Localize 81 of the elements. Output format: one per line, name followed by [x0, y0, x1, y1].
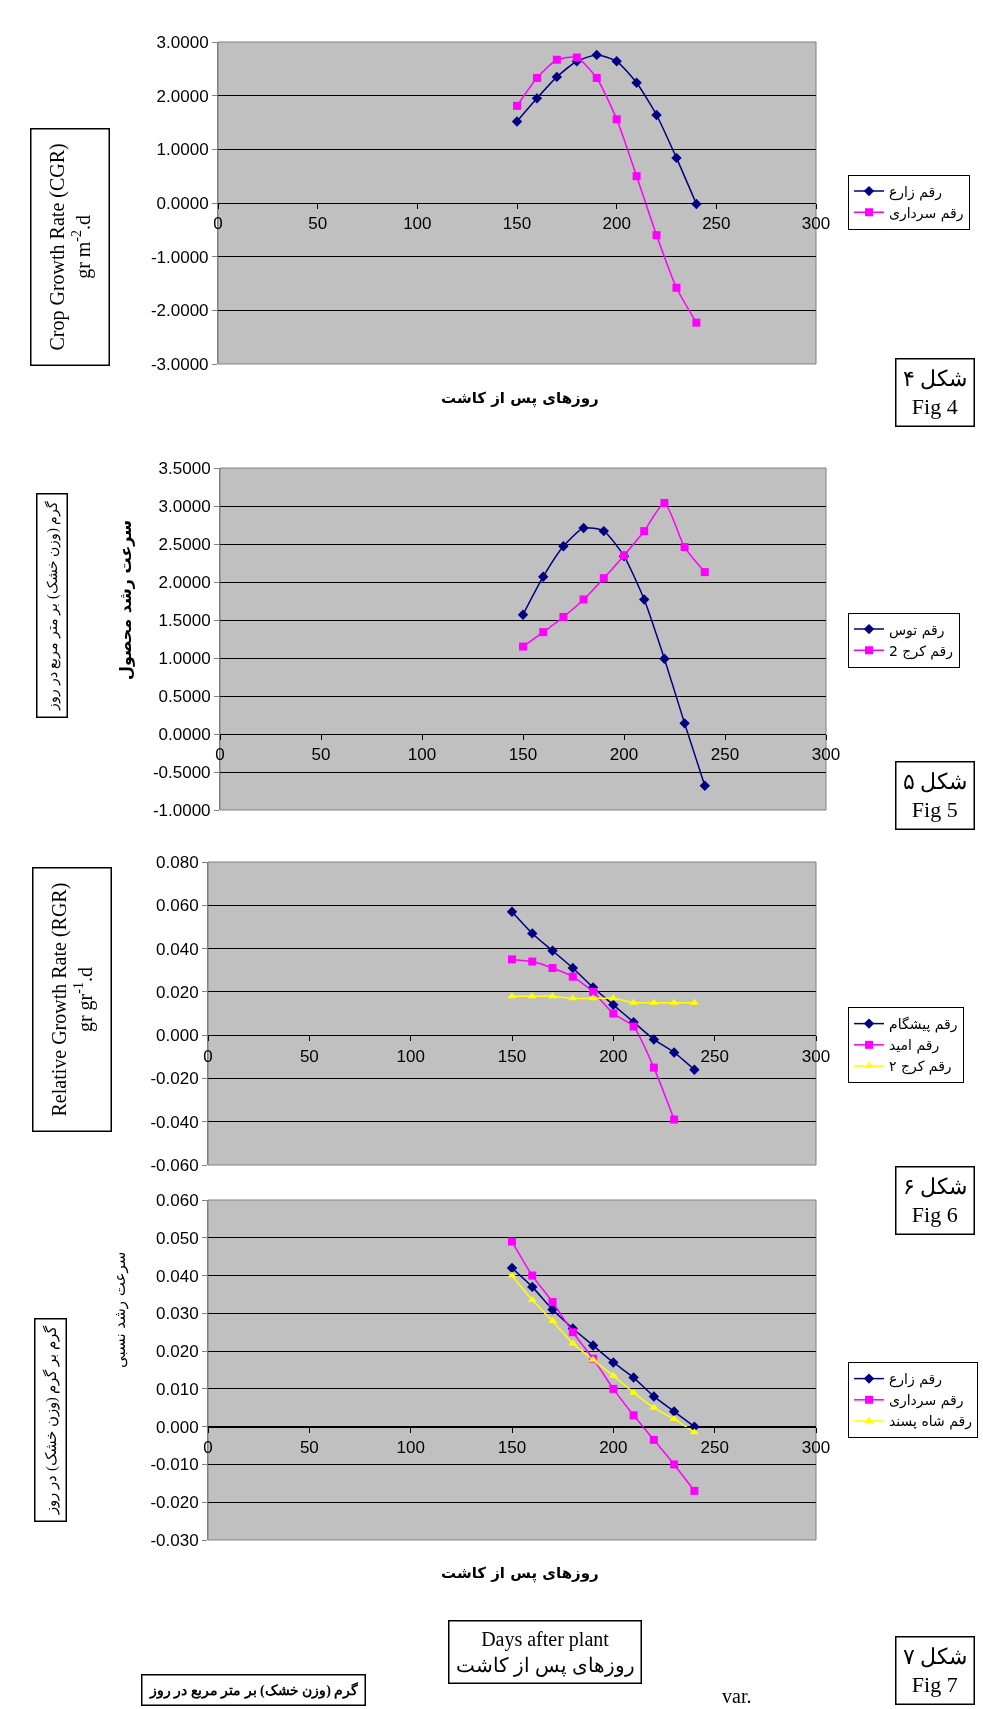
x-tick-label: 250 [700, 1438, 729, 1458]
y-tick-label: 0.060 [156, 896, 199, 916]
x-tick-label: 0 [203, 1438, 213, 1458]
x-tick-label: 100 [396, 1438, 425, 1458]
y-tick-label: -0.020 [150, 1069, 199, 1089]
y-tick-label: 2.0000 [158, 572, 211, 592]
x-tick-label: 150 [502, 214, 532, 234]
y-tick-label: 0.5000 [158, 686, 211, 706]
y-tick-label: 1.0000 [156, 140, 209, 160]
y-tick-label: -0.5000 [152, 762, 211, 782]
x-tick-label: 0 [215, 745, 225, 765]
text: گرم (وزن خشک) بر متر مربع در روز [43, 500, 61, 711]
y-tick-label: 0.060 [156, 1190, 199, 1210]
y-tick-label: 0.080 [156, 852, 199, 872]
legend-label: رقم توس [889, 621, 945, 639]
y-tick-label: 3.5000 [158, 458, 211, 478]
y-axis-title: سرعت رشد نسبی [111, 1251, 129, 1368]
y-tick-label: -0.030 [150, 1530, 199, 1550]
legend-label: رقم پیشگام [889, 1016, 958, 1034]
x-tick-label: 250 [702, 214, 731, 234]
y-tick-label: 3.0000 [156, 32, 209, 52]
y-tick-label: -1.0000 [150, 247, 209, 267]
x-tick-label: 50 [308, 214, 328, 234]
y-tick-label: 0.010 [156, 1379, 199, 1399]
x-tick-label: 50 [299, 1438, 319, 1458]
x-tick-label: 250 [700, 1046, 729, 1066]
x-tick-label: 150 [497, 1046, 527, 1066]
x-tick-label: 250 [710, 745, 740, 765]
y-tick-label: 1.5000 [158, 610, 211, 630]
legend-label: رقم کرج ۲ [889, 1058, 952, 1076]
legend-label: رقم کرج 2 [889, 642, 954, 660]
y-tick-label: -0.010 [150, 1455, 199, 1475]
x-tick-label: 200 [609, 745, 639, 765]
text: گرم بر گرم (وزن خشک) در روز [41, 1325, 60, 1515]
legend-label: رقم سرداری [889, 1392, 964, 1410]
legend-label: رقم شاه پسند [889, 1413, 972, 1431]
legend-label: رقم امید [889, 1037, 940, 1055]
y-tick-label: 0.030 [156, 1304, 199, 1324]
x-tick-label: 300 [801, 1438, 831, 1458]
x-tick-label: 150 [497, 1438, 527, 1458]
x-tick-label: 200 [599, 1438, 628, 1458]
y-tick-label: -0.040 [150, 1112, 199, 1132]
y-tick-label: -3.0000 [150, 354, 209, 374]
y-tick-label: -0.020 [150, 1493, 199, 1513]
y-tick-label: 0.0000 [158, 724, 211, 744]
y-tick-label: 2.0000 [156, 86, 209, 106]
x-tick-label: 300 [801, 214, 831, 234]
y-tick-label: 0.040 [156, 939, 199, 959]
legend-label: رقم زارع [889, 1371, 942, 1389]
y-tick-label: -1.0000 [152, 800, 211, 820]
x-tick-label: 100 [403, 214, 432, 234]
y-tick-label: -2.0000 [150, 301, 209, 321]
y-tick-label: 0.020 [156, 1342, 199, 1362]
y-tick-label: 0.0000 [156, 193, 209, 213]
text: گرم (وزن خشک) بر متر مربع در روز [148, 1681, 359, 1699]
x-tick-label: 0 [213, 214, 223, 234]
x-tick-label: 200 [602, 214, 631, 234]
x-tick-label: 50 [299, 1046, 319, 1066]
y-axis-title: سرعت رشد محصول [116, 520, 135, 680]
legend-label: رقم سرداری [889, 204, 964, 222]
x-tick-label: 300 [811, 745, 841, 765]
x-tick-label: 100 [407, 745, 437, 765]
x-tick-label: 150 [508, 745, 538, 765]
x-axis-title: روزهای پس از کاشت [441, 389, 599, 408]
legend-label: رقم زارع [889, 183, 942, 201]
x-tick-label: 0 [203, 1046, 213, 1066]
y-tick-label: 0.040 [156, 1266, 199, 1286]
x-axis-title: روزهای پس از کاشت [441, 1564, 599, 1583]
y-tick-label: 0.050 [156, 1228, 199, 1248]
y-tick-label: 2.5000 [158, 534, 211, 554]
x-tick-label: 200 [599, 1046, 628, 1066]
y-tick-label: 0.020 [156, 982, 199, 1002]
x-tick-label: 100 [396, 1046, 425, 1066]
text: var. [722, 1685, 752, 1707]
x-tick-label: 50 [311, 745, 331, 765]
y-tick-label: 0.000 [156, 1417, 199, 1437]
y-tick-label: 0.000 [156, 1026, 199, 1046]
y-tick-label: 1.0000 [158, 648, 211, 668]
x-tick-label: 300 [801, 1046, 831, 1066]
y-tick-label: 3.0000 [158, 496, 211, 516]
y-tick-label: -0.060 [150, 1155, 199, 1175]
